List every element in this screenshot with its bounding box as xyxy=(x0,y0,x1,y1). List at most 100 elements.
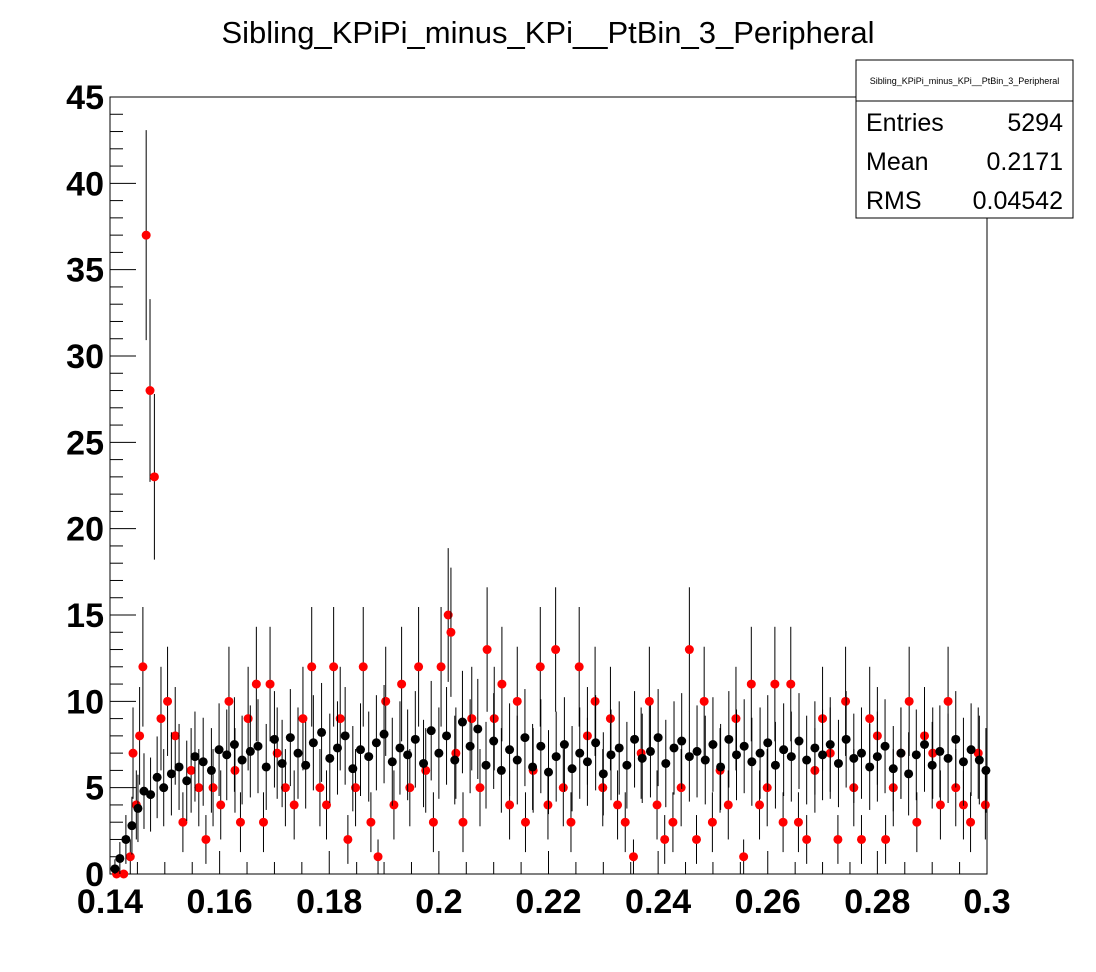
y-tick-label: 0 xyxy=(85,856,104,894)
data-point xyxy=(543,800,553,810)
data-point xyxy=(786,679,796,689)
data-point xyxy=(912,817,922,827)
data-point xyxy=(301,760,311,770)
data-point xyxy=(265,679,275,689)
data-point xyxy=(739,852,749,862)
data-point xyxy=(317,727,327,737)
data-point xyxy=(371,738,381,748)
y-tick-label: 15 xyxy=(66,597,104,635)
data-point xyxy=(135,731,145,741)
data-point xyxy=(163,696,173,706)
y-tick-label: 25 xyxy=(66,424,104,462)
data-point xyxy=(141,230,151,240)
data-point xyxy=(403,750,413,760)
data-point xyxy=(222,750,232,760)
data-point xyxy=(280,783,290,793)
data-point xyxy=(630,734,640,744)
data-point xyxy=(865,714,875,724)
data-point xyxy=(381,696,391,706)
data-point xyxy=(700,755,710,765)
data-point xyxy=(856,748,866,758)
data-point xyxy=(446,627,456,637)
data-point xyxy=(258,817,268,827)
data-point xyxy=(366,817,376,827)
data-point xyxy=(152,772,162,782)
data-point xyxy=(110,864,120,874)
data-point xyxy=(598,783,608,793)
data-point xyxy=(669,743,679,753)
data-point xyxy=(389,800,399,810)
data-point xyxy=(482,645,492,655)
series-0 xyxy=(112,130,990,879)
data-point xyxy=(307,662,317,672)
data-point xyxy=(746,679,756,689)
data-point xyxy=(841,734,851,744)
data-point xyxy=(182,776,192,786)
data-point xyxy=(645,746,655,756)
data-point xyxy=(981,765,991,775)
y-tick-label: 5 xyxy=(85,770,104,808)
data-point xyxy=(535,662,545,672)
x-tick-label: 0.16 xyxy=(187,883,253,921)
data-point xyxy=(622,760,632,770)
data-point xyxy=(145,386,155,396)
data-point xyxy=(458,817,468,827)
data-point xyxy=(467,714,477,724)
data-point xyxy=(582,757,592,767)
y-tick-label: 20 xyxy=(66,511,104,549)
data-point xyxy=(668,817,678,827)
stats-box-header: Sibling_KPiPi_minus_KPi__PtBin_3_Periphe… xyxy=(870,76,1060,86)
data-point xyxy=(235,817,245,827)
data-point xyxy=(138,662,148,672)
data-point xyxy=(194,783,204,793)
data-point xyxy=(497,679,507,689)
data-point xyxy=(269,734,279,744)
data-point xyxy=(574,662,584,672)
data-point xyxy=(590,696,600,706)
data-point xyxy=(708,740,718,749)
stats-box: Sibling_KPiPi_minus_KPi__PtBin_3_Periphe… xyxy=(855,59,1074,219)
data-point xyxy=(575,748,585,758)
data-point xyxy=(966,817,976,827)
data-point xyxy=(442,731,452,741)
data-point xyxy=(881,834,891,844)
stats-entries-label: Entries xyxy=(866,109,944,137)
data-point xyxy=(119,869,129,879)
data-point xyxy=(724,734,734,744)
data-point xyxy=(943,753,953,763)
y-tick-label: 45 xyxy=(66,79,104,117)
data-point xyxy=(450,755,460,765)
data-point xyxy=(980,800,990,810)
data-point xyxy=(770,679,780,689)
data-point xyxy=(605,714,615,724)
x-tick-label: 0.14 xyxy=(77,883,143,921)
data-point xyxy=(637,753,647,763)
data-point xyxy=(125,852,135,862)
data-point xyxy=(644,696,654,706)
data-point xyxy=(285,733,295,743)
data-point xyxy=(755,800,765,810)
data-point xyxy=(230,765,240,775)
data-point xyxy=(652,800,662,810)
data-point xyxy=(567,764,577,774)
data-point xyxy=(343,834,353,844)
data-point xyxy=(739,741,749,751)
data-point xyxy=(355,745,365,755)
data-point xyxy=(606,750,616,760)
data-point xyxy=(762,783,772,793)
data-point xyxy=(198,757,208,767)
data-point xyxy=(661,758,671,768)
data-point xyxy=(591,738,601,748)
stats-entries-value: 5294 xyxy=(1007,109,1063,137)
x-tick-label: 0.28 xyxy=(844,883,910,921)
data-point xyxy=(716,762,726,772)
data-point xyxy=(159,783,169,793)
data-point xyxy=(308,738,318,748)
data-point xyxy=(676,783,686,793)
data-point xyxy=(653,733,663,743)
data-point xyxy=(473,724,483,734)
data-point xyxy=(544,767,553,777)
data-point xyxy=(974,755,984,765)
data-point xyxy=(865,762,875,772)
